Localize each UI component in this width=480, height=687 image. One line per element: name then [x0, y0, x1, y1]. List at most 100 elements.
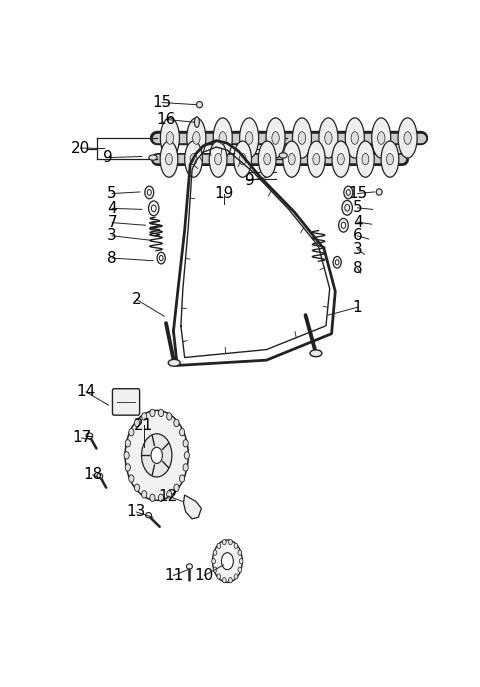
Ellipse shape [385, 150, 394, 159]
Text: 13: 13 [127, 504, 146, 519]
Ellipse shape [145, 513, 152, 518]
Ellipse shape [180, 429, 185, 436]
Text: 9: 9 [245, 173, 254, 188]
Ellipse shape [258, 141, 276, 177]
Circle shape [148, 201, 159, 216]
Ellipse shape [125, 464, 131, 471]
Ellipse shape [166, 153, 172, 165]
Text: 12: 12 [158, 488, 178, 504]
Circle shape [344, 186, 353, 199]
Circle shape [157, 252, 165, 264]
Text: 18: 18 [83, 467, 102, 482]
Text: 15: 15 [153, 95, 172, 110]
Ellipse shape [351, 132, 359, 144]
Ellipse shape [272, 132, 279, 144]
Ellipse shape [350, 128, 360, 137]
Ellipse shape [168, 359, 180, 366]
Ellipse shape [219, 132, 227, 144]
Ellipse shape [160, 141, 178, 177]
Ellipse shape [319, 118, 338, 158]
Ellipse shape [192, 132, 200, 144]
Ellipse shape [183, 464, 188, 471]
Ellipse shape [386, 153, 394, 165]
Ellipse shape [228, 539, 232, 545]
Text: 17: 17 [72, 431, 91, 445]
Ellipse shape [312, 150, 321, 159]
Ellipse shape [372, 118, 391, 158]
Text: 20: 20 [71, 141, 90, 155]
Ellipse shape [244, 128, 254, 137]
Text: 4: 4 [353, 214, 362, 229]
Ellipse shape [239, 153, 246, 165]
Text: 4: 4 [107, 201, 117, 216]
Circle shape [151, 447, 162, 464]
Text: 3: 3 [107, 228, 117, 243]
Ellipse shape [398, 118, 417, 158]
Circle shape [333, 256, 341, 268]
Text: 21: 21 [134, 418, 153, 433]
Text: 11: 11 [164, 568, 183, 583]
Ellipse shape [209, 141, 227, 177]
Text: 5: 5 [107, 186, 117, 201]
Circle shape [345, 205, 349, 211]
Ellipse shape [129, 429, 134, 436]
Ellipse shape [215, 153, 222, 165]
Ellipse shape [362, 153, 369, 165]
Text: 14: 14 [76, 385, 96, 399]
Circle shape [147, 190, 151, 195]
Ellipse shape [292, 118, 312, 158]
Ellipse shape [124, 451, 129, 459]
Ellipse shape [212, 559, 216, 564]
Ellipse shape [150, 494, 155, 502]
Ellipse shape [160, 118, 180, 158]
Circle shape [213, 540, 242, 583]
Ellipse shape [222, 578, 226, 583]
Text: 7: 7 [107, 215, 117, 230]
Ellipse shape [129, 475, 134, 482]
Ellipse shape [165, 128, 175, 137]
Ellipse shape [279, 153, 288, 158]
Text: 10: 10 [195, 568, 214, 583]
Ellipse shape [97, 473, 103, 479]
Ellipse shape [86, 433, 93, 439]
Circle shape [221, 553, 233, 570]
Circle shape [346, 190, 350, 195]
Ellipse shape [308, 141, 325, 177]
Ellipse shape [190, 153, 197, 165]
Ellipse shape [240, 559, 243, 564]
Ellipse shape [125, 440, 131, 447]
Ellipse shape [240, 118, 259, 158]
Text: 8: 8 [353, 261, 362, 276]
Ellipse shape [324, 132, 332, 144]
Ellipse shape [218, 128, 228, 137]
Circle shape [145, 186, 154, 199]
Text: 2: 2 [132, 292, 141, 307]
Ellipse shape [150, 409, 155, 417]
Ellipse shape [234, 543, 238, 548]
Ellipse shape [134, 484, 140, 491]
Ellipse shape [381, 141, 399, 177]
Ellipse shape [234, 141, 252, 177]
Ellipse shape [186, 564, 192, 569]
Ellipse shape [158, 494, 164, 502]
Circle shape [159, 256, 163, 260]
Ellipse shape [194, 117, 199, 127]
Text: 6: 6 [353, 228, 362, 243]
Ellipse shape [167, 491, 172, 498]
Ellipse shape [142, 491, 147, 498]
Ellipse shape [213, 567, 217, 572]
FancyBboxPatch shape [112, 389, 140, 415]
Ellipse shape [228, 578, 232, 583]
Ellipse shape [192, 128, 201, 137]
Circle shape [342, 201, 352, 215]
Text: 19: 19 [214, 186, 233, 201]
Ellipse shape [167, 413, 172, 420]
Ellipse shape [174, 484, 179, 491]
Ellipse shape [332, 141, 350, 177]
Ellipse shape [217, 543, 221, 548]
Ellipse shape [213, 550, 217, 555]
Circle shape [338, 218, 348, 232]
Ellipse shape [313, 153, 320, 165]
Ellipse shape [264, 153, 271, 165]
Text: 8: 8 [107, 251, 117, 266]
